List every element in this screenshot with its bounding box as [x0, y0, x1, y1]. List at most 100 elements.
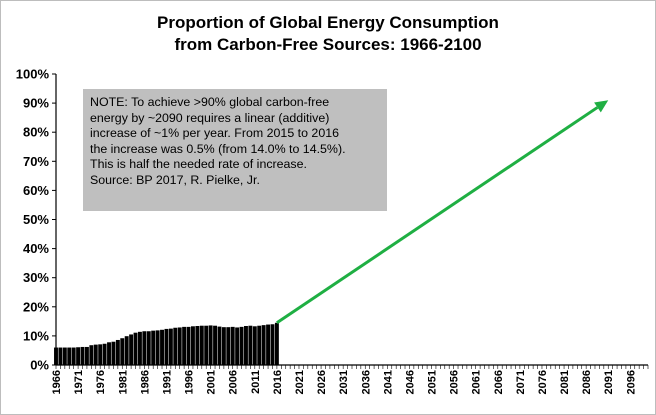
x-tick-label: 1981: [117, 370, 129, 394]
bar: [239, 326, 244, 365]
y-tick-label: 30%: [23, 270, 49, 285]
bar: [195, 326, 200, 365]
x-tick-label: 1996: [184, 370, 196, 394]
bar: [133, 332, 138, 365]
bar: [129, 334, 134, 365]
y-tick-label: 70%: [23, 154, 49, 169]
bar: [252, 326, 257, 365]
x-tick-label: 2041: [382, 370, 394, 394]
x-tick-label: 2001: [206, 370, 218, 394]
bar: [230, 326, 235, 365]
bar: [199, 325, 204, 365]
bar: [146, 331, 151, 365]
x-tick-label: 1966: [51, 370, 63, 394]
bar: [221, 327, 226, 365]
x-tick-label: 2076: [537, 370, 549, 394]
bar: [155, 330, 160, 365]
bar: [204, 325, 209, 365]
y-tick-label: 10%: [23, 328, 49, 343]
x-tick-label: 1971: [73, 370, 85, 394]
bar: [213, 325, 218, 365]
x-tick-label: 2031: [338, 370, 350, 394]
x-tick-label: 1991: [161, 370, 173, 394]
y-tick-label: 80%: [23, 125, 49, 140]
bar: [274, 322, 279, 365]
bar: [67, 347, 72, 365]
trend-arrow-head: [594, 100, 609, 113]
bar: [151, 330, 156, 365]
x-tick-label: 2006: [228, 370, 240, 394]
bar: [244, 326, 248, 365]
bar: [93, 344, 98, 365]
annotation-line: energy by ~2090 requires a linear (addit…: [90, 110, 330, 125]
bar: [168, 328, 173, 365]
y-tick-label: 0%: [30, 358, 49, 373]
bar: [186, 326, 191, 365]
bar: [266, 324, 271, 365]
bar: [102, 343, 107, 365]
bar: [164, 328, 169, 365]
bar: [190, 326, 195, 365]
x-tick-label: 2081: [559, 370, 571, 394]
annotation-line: NOTE: To achieve >90% global carbon-free: [90, 95, 330, 109]
x-tick-label: 2036: [360, 370, 372, 394]
bar: [217, 326, 222, 365]
annotation-line: This is half the needed rate of increase…: [90, 157, 307, 172]
y-tick-label: 40%: [23, 241, 49, 256]
bar: [270, 324, 275, 365]
bar: [58, 347, 63, 365]
x-tick-label: 2011: [250, 370, 262, 394]
x-tick-label: 2061: [471, 370, 483, 394]
chart-title-line1: Proportion of Global Energy Consumption: [157, 13, 499, 32]
bar: [98, 344, 103, 365]
x-tick-label: 2091: [603, 370, 615, 394]
annotation-box: NOTE: To achieve >90% global carbon-free…: [83, 89, 387, 211]
bar: [173, 327, 178, 365]
annotation-line: the increase was 0.5% (from 14.0% to 14.…: [90, 141, 346, 156]
chart-subtitle: from Carbon-Free Sources: 1966-2100: [174, 35, 482, 54]
annotation-line: increase of ~1% per year. From 2015 to 2…: [90, 126, 339, 141]
x-tick-label: 2051: [427, 370, 439, 394]
x-tick-label: 2016: [272, 370, 284, 394]
bar: [137, 331, 142, 365]
y-tick-label: 20%: [23, 299, 49, 314]
bar: [80, 346, 85, 365]
x-tick-label: 1976: [95, 370, 107, 394]
bar: [177, 327, 182, 365]
y-tick-label: 100%: [16, 67, 50, 82]
x-tick-label: 2086: [581, 370, 593, 394]
y-tick-label: 60%: [23, 183, 49, 198]
bar: [107, 342, 111, 365]
x-tick-label: 2021: [294, 370, 306, 394]
bar: [115, 339, 120, 365]
bar: [89, 345, 94, 365]
chart-title: Proportion of Global Energy Consumption …: [0, 12, 656, 56]
bar: [257, 325, 262, 365]
y-tick-label: 90%: [23, 96, 49, 111]
x-tick-label: 2066: [493, 370, 505, 394]
x-tick-label: 2026: [316, 370, 328, 394]
bar: [71, 347, 76, 365]
bar: [160, 329, 164, 365]
bar: [261, 325, 266, 365]
bar: [120, 338, 125, 365]
annotation-line: Source: BP 2017, R. Pielke, Jr.: [90, 172, 260, 187]
x-tick-label: 2096: [625, 370, 637, 394]
bar: [62, 347, 67, 365]
bar: [76, 347, 81, 365]
x-tick-label: 2071: [515, 370, 527, 394]
bar: [248, 325, 253, 365]
bar: [124, 336, 129, 365]
x-tick-label: 2046: [404, 370, 416, 394]
bar: [208, 325, 213, 365]
x-tick-label: 2056: [449, 370, 461, 394]
y-tick-label: 50%: [23, 212, 49, 227]
bar: [182, 326, 187, 365]
bar: [142, 331, 147, 365]
bar: [235, 327, 240, 365]
bar: [84, 346, 89, 365]
x-tick-label: 1986: [139, 370, 151, 394]
trend-arrow-line: [276, 106, 599, 325]
bar: [111, 341, 116, 365]
